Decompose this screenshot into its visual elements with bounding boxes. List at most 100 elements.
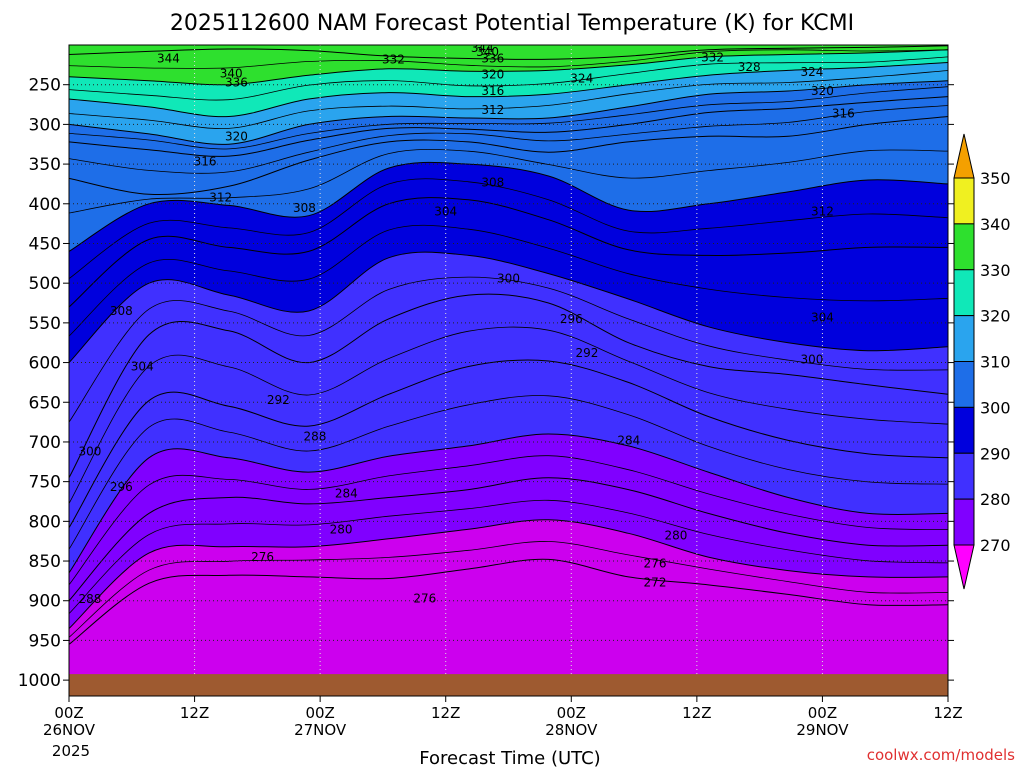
colorbar-segment-330-320 xyxy=(953,406,975,454)
credit-text: coolwx.com/models xyxy=(867,746,1015,764)
contour-label-300: 300 xyxy=(801,352,824,366)
axes: 250 300 350 400 450 500 550 600 650 700 750 800 850 9… xyxy=(18,44,963,739)
y-tick-label-300: 300 xyxy=(29,115,61,135)
colorbar-label-320: 320 xyxy=(980,307,1011,326)
isentrope-minor-298 xyxy=(69,276,948,423)
contour-label-340: 340 xyxy=(476,45,499,59)
contour-label-284: 284 xyxy=(335,487,358,501)
ground-surface xyxy=(69,674,948,696)
contour-label-276: 276 xyxy=(644,556,667,570)
colorbar-label-340: 340 xyxy=(980,215,1011,234)
contour-label-316: 316 xyxy=(481,84,504,98)
contour-label-276: 276 xyxy=(413,591,436,605)
contour-label-300: 300 xyxy=(497,271,520,285)
contour-label-308: 308 xyxy=(293,201,316,215)
contour-label-320: 320 xyxy=(481,67,504,81)
colorbar-top-arrow xyxy=(953,133,975,179)
isentrope-328 xyxy=(69,62,948,118)
x-tick-date-h48: 28NOV xyxy=(545,721,598,739)
isentrope-284 xyxy=(69,477,948,602)
contour-label-324: 324 xyxy=(570,71,593,85)
contour-label-324: 324 xyxy=(801,65,824,79)
plot-area: 3443403363203163123083043002962882922882… xyxy=(69,41,948,696)
isentrope-minor-334 xyxy=(69,56,948,101)
colorbar-label-350: 350 xyxy=(980,169,1011,188)
y-tick-label-700: 700 xyxy=(29,433,61,453)
colorbar-label-270: 270 xyxy=(980,536,1011,555)
contour-label-304: 304 xyxy=(131,360,154,374)
isentrope-minor-286 xyxy=(69,455,948,586)
x-tick-time-h12: 12Z xyxy=(180,704,209,722)
colorbar-label-290: 290 xyxy=(980,444,1011,463)
contour-label-292: 292 xyxy=(267,393,290,407)
isentrope-minor-314 xyxy=(69,105,948,174)
y-tick-label-850: 850 xyxy=(29,552,61,572)
isentrope-minor-310 xyxy=(69,148,948,214)
y-tick-label-350: 350 xyxy=(29,155,61,175)
x-tick-date-h24: 27NOV xyxy=(294,721,347,739)
contour-label-272: 272 xyxy=(644,575,667,589)
y-tick-label-600: 600 xyxy=(29,354,61,374)
isentrope-minor-302 xyxy=(69,224,948,337)
colorbar-label-310: 310 xyxy=(980,353,1011,372)
isentrope-minor-342 xyxy=(69,49,948,69)
contour-label-296: 296 xyxy=(110,480,133,494)
contour-label-320: 320 xyxy=(225,129,248,143)
contour-label-312: 312 xyxy=(481,103,504,117)
contour-label-316: 316 xyxy=(194,155,217,169)
x-tick-time-h60: 12Z xyxy=(682,704,711,722)
isentrope-344 xyxy=(69,45,948,60)
plot-frame xyxy=(68,44,949,697)
colorbar-segment-340-330 xyxy=(953,452,975,500)
x-tick-date-h72: 29NOV xyxy=(796,721,849,739)
isentrope-292 xyxy=(69,359,948,528)
contour-label-336: 336 xyxy=(225,75,248,89)
x-tick-time-h36: 12Z xyxy=(431,704,460,722)
isentrope-minor-290 xyxy=(69,395,948,550)
contour-labels: 3443403363203163123083043002962882922882… xyxy=(78,41,855,606)
contour-label-304: 304 xyxy=(434,205,457,219)
x-tick-time-h72: 00Z xyxy=(808,704,837,722)
contour-label-288: 288 xyxy=(303,429,326,443)
contour-label-280: 280 xyxy=(330,522,353,536)
contour-label-312: 312 xyxy=(811,205,834,219)
contour-label-284: 284 xyxy=(617,433,640,447)
colorbar-segment-350-340 xyxy=(953,498,975,546)
colorbar-label-300: 300 xyxy=(980,398,1011,417)
isentrope-308 xyxy=(69,161,948,252)
contour-label-344: 344 xyxy=(471,41,494,55)
isentrope-minor-318 xyxy=(69,86,948,150)
contour-label-316: 316 xyxy=(832,106,855,120)
isentrope-280 xyxy=(69,519,948,629)
y-tick-label-950: 950 xyxy=(29,631,61,651)
isentrope-minor-282 xyxy=(69,499,948,614)
y-tick-label-450: 450 xyxy=(29,234,61,254)
contour-label-336: 336 xyxy=(481,51,504,65)
contour-label-344: 344 xyxy=(157,51,180,65)
colorbar-segment-290-280 xyxy=(953,223,975,271)
y-tick-label-800: 800 xyxy=(29,512,61,532)
x-tick-time-h24: 00Z xyxy=(305,704,334,722)
y-tick-label-400: 400 xyxy=(29,195,61,215)
contour-label-280: 280 xyxy=(664,529,687,543)
colorbar: 350 340 330 320 310 300 290 280 270 xyxy=(953,133,1011,590)
year-label: 2025 xyxy=(52,742,90,760)
contour-label-320: 320 xyxy=(811,84,834,98)
contour-label-296: 296 xyxy=(560,312,583,326)
x-tick-time-h0: 00Z xyxy=(54,704,83,722)
isentrope-288 xyxy=(69,433,948,574)
y-tick-label-650: 650 xyxy=(29,393,61,413)
isentrope-320 xyxy=(69,80,948,145)
colorbar-segment-300-290 xyxy=(953,269,975,317)
y-tick-label-500: 500 xyxy=(29,274,61,294)
contour-label-276: 276 xyxy=(251,550,274,564)
isentrope-300 xyxy=(69,251,948,363)
contour-label-300: 300 xyxy=(78,444,101,458)
contour-label-292: 292 xyxy=(576,346,599,360)
contour-label-308: 308 xyxy=(110,304,133,318)
contour-label-312: 312 xyxy=(209,190,232,204)
isentrope-minor-326 xyxy=(69,70,948,129)
x-axis-label: Forecast Time (UTC) xyxy=(419,748,600,768)
contour-label-288: 288 xyxy=(78,592,101,606)
